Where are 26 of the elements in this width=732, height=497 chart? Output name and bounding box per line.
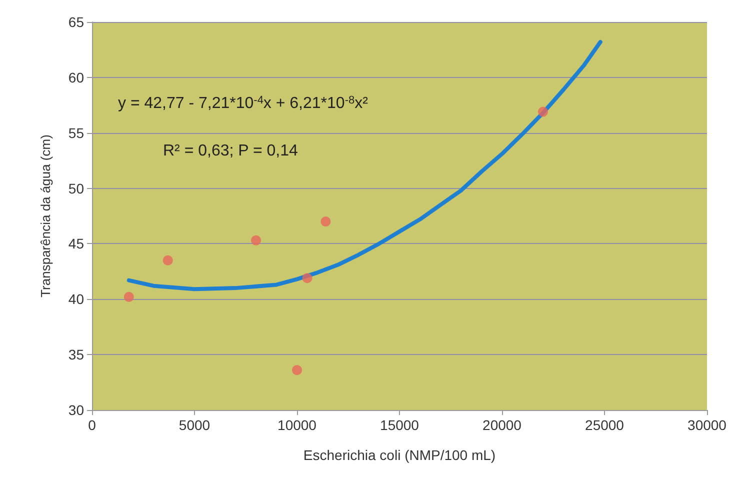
x-tick-label: 25000 — [585, 417, 624, 433]
x-tick-label: 0 — [88, 417, 96, 433]
line-series — [126, 40, 602, 292]
y-tick-label: 50 — [68, 180, 84, 196]
point — [292, 365, 302, 376]
point — [538, 106, 548, 117]
point — [302, 273, 312, 284]
point — [251, 235, 261, 246]
y-tick-label: 35 — [68, 346, 84, 363]
y-tick-label: 45 — [68, 236, 84, 252]
x-tick-label: 10000 — [278, 417, 317, 433]
point — [320, 216, 331, 227]
x-tick-label: 30000 — [688, 417, 727, 433]
y-tick-label: 30 — [68, 402, 84, 418]
point — [162, 255, 173, 266]
y-axis-title: Transparência da água (cm) — [38, 134, 53, 298]
x-tick-label: 20000 — [482, 417, 522, 433]
x-axis-title: Escherichia coli (NMP/100 mL) — [303, 447, 496, 463]
annotation: R² = 0,63; P = 0,14 — [163, 142, 298, 160]
y-tick-label: 55 — [68, 124, 84, 141]
point — [124, 292, 134, 302]
y-tick-label: 40 — [68, 291, 84, 308]
y-tick-label: 60 — [68, 69, 84, 86]
x-tick-label: 5000 — [178, 417, 210, 433]
y-tick-label: 65 — [68, 14, 84, 30]
x-tick-label: 15000 — [380, 417, 420, 433]
